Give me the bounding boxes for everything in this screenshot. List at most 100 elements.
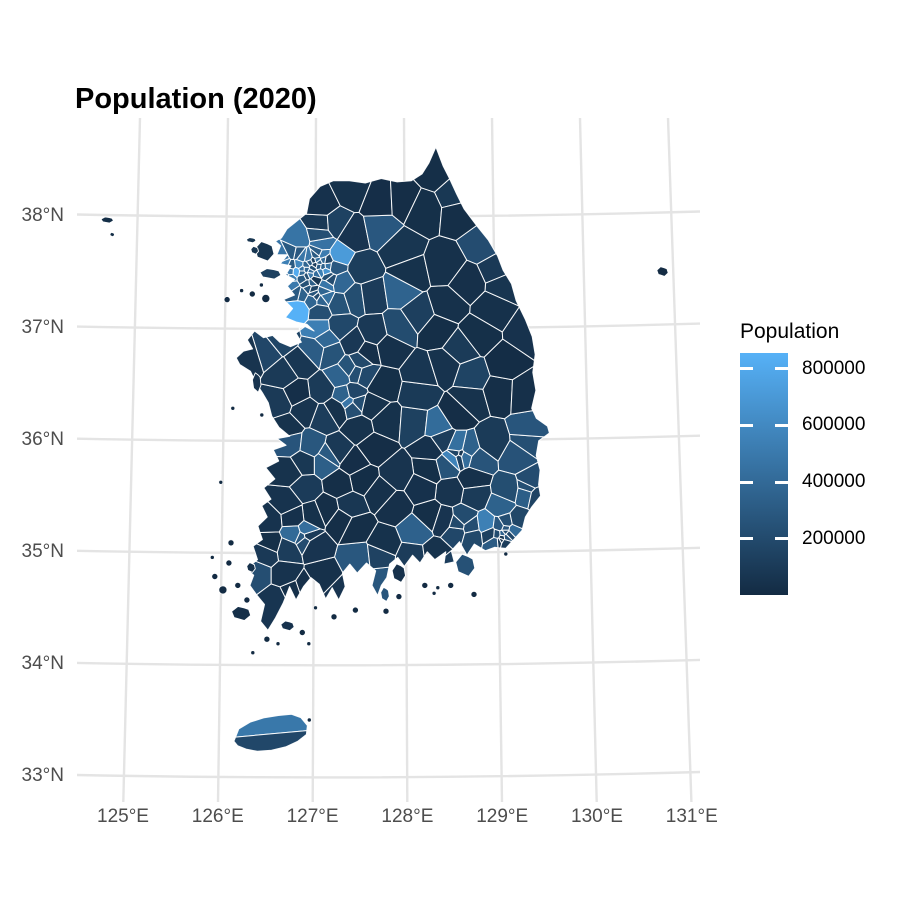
islet bbox=[306, 641, 312, 647]
island bbox=[280, 620, 295, 632]
island bbox=[251, 372, 262, 393]
islet bbox=[239, 288, 244, 293]
islet bbox=[313, 605, 318, 611]
region-cell bbox=[480, 527, 495, 545]
legend-title: Population bbox=[740, 320, 840, 343]
islet bbox=[223, 296, 231, 303]
islet bbox=[218, 479, 224, 485]
islet bbox=[263, 635, 271, 643]
region-cell bbox=[278, 218, 311, 248]
region-cell bbox=[461, 451, 473, 470]
islet bbox=[218, 585, 228, 595]
island bbox=[391, 563, 406, 583]
islet bbox=[234, 582, 242, 589]
island bbox=[250, 245, 259, 255]
region-cell bbox=[305, 259, 313, 267]
region-cell bbox=[331, 384, 350, 404]
legend-tick-label: 600000 bbox=[802, 414, 866, 436]
region-cell bbox=[422, 535, 454, 561]
region-cell bbox=[274, 238, 290, 262]
x-axis-label: 131°E bbox=[665, 806, 718, 827]
islet bbox=[230, 405, 236, 411]
legend-tick-mark bbox=[740, 423, 753, 427]
region-cell bbox=[447, 429, 468, 452]
region-cell bbox=[403, 473, 438, 506]
region-cell bbox=[235, 334, 265, 385]
region-cell bbox=[286, 280, 301, 292]
region-cell-jeju bbox=[233, 730, 308, 752]
islet bbox=[249, 290, 256, 298]
legend-tick-mark bbox=[740, 480, 753, 484]
islet bbox=[382, 607, 390, 615]
legend-tick-label: 200000 bbox=[802, 527, 866, 549]
gridline-meridian bbox=[578, 117, 598, 803]
y-axis-label: 36°N bbox=[21, 428, 64, 450]
x-axis-label: 130°E bbox=[571, 806, 623, 827]
islet bbox=[421, 582, 429, 589]
islet bbox=[227, 539, 235, 547]
islet bbox=[470, 591, 478, 598]
region-cell bbox=[509, 504, 531, 530]
region-cell bbox=[510, 366, 537, 415]
island bbox=[100, 216, 114, 224]
region-cell bbox=[265, 456, 303, 488]
legend-tick-label: 800000 bbox=[802, 357, 866, 379]
x-axis-label: 129°E bbox=[476, 806, 529, 827]
island bbox=[109, 231, 116, 238]
region-cell bbox=[501, 306, 536, 361]
region-cell bbox=[493, 528, 501, 539]
islet bbox=[259, 412, 265, 418]
islet bbox=[275, 641, 281, 647]
islet bbox=[395, 593, 403, 600]
island bbox=[656, 266, 669, 277]
islet bbox=[306, 717, 312, 723]
legend-tick-mark bbox=[775, 480, 788, 484]
islet bbox=[261, 294, 271, 303]
x-axis-label: 128°E bbox=[381, 806, 434, 827]
y-axis-label: 35°N bbox=[21, 540, 64, 562]
gridline-meridian bbox=[216, 117, 230, 803]
islet bbox=[243, 596, 251, 604]
islet bbox=[210, 555, 215, 560]
region-cell bbox=[357, 565, 396, 596]
region-cell bbox=[280, 504, 305, 528]
region-cell bbox=[284, 300, 310, 330]
y-axis-label: 38°N bbox=[21, 204, 64, 226]
region-cell bbox=[434, 476, 465, 508]
islet bbox=[352, 606, 359, 614]
region-cell bbox=[412, 146, 451, 193]
x-axis-label: 126°E bbox=[191, 806, 244, 827]
islet bbox=[447, 582, 455, 589]
islet bbox=[330, 613, 338, 621]
region-cell bbox=[489, 469, 519, 504]
region-cell bbox=[292, 266, 301, 279]
gridline-parallel bbox=[76, 658, 701, 667]
region-cell bbox=[305, 182, 341, 216]
island bbox=[231, 605, 252, 621]
region-cell bbox=[497, 512, 513, 527]
islet bbox=[250, 650, 256, 656]
plot-title: Population (2020) bbox=[75, 83, 317, 116]
region-cell bbox=[283, 345, 320, 380]
legend-tick-mark bbox=[740, 367, 753, 371]
islet bbox=[259, 282, 264, 288]
gridline-meridian bbox=[666, 117, 693, 803]
region-cell bbox=[426, 347, 461, 393]
region-cell bbox=[356, 312, 388, 346]
island bbox=[246, 562, 256, 573]
island bbox=[455, 553, 476, 577]
gridline-meridian bbox=[122, 117, 142, 803]
x-axis-label: 125°E bbox=[97, 806, 149, 827]
legend-tick-mark bbox=[775, 537, 788, 541]
region-cell bbox=[317, 285, 333, 296]
island bbox=[380, 586, 390, 602]
region-cell bbox=[505, 530, 517, 542]
gridline-parallel bbox=[76, 770, 701, 779]
islet bbox=[431, 590, 437, 596]
region-cell bbox=[346, 381, 369, 400]
legend-gradient-bar bbox=[740, 353, 788, 595]
region-cell bbox=[438, 202, 478, 241]
region-cell bbox=[301, 530, 339, 566]
legend-tick-label: 400000 bbox=[802, 471, 866, 493]
